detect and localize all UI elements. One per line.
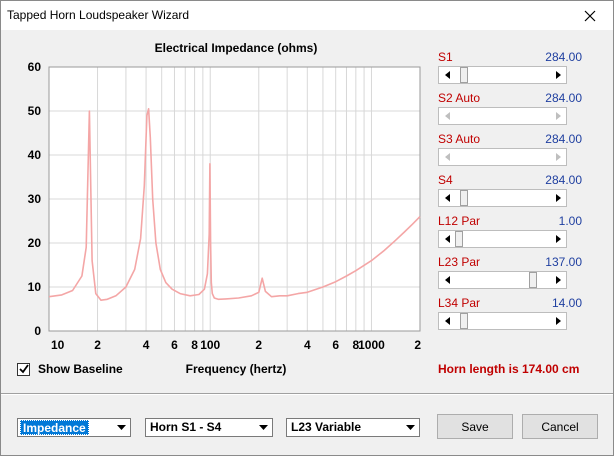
slider-name: S4	[438, 173, 453, 187]
slider-name: L23 Par	[438, 255, 481, 269]
horn-select-value: Horn S1 - S4	[150, 420, 222, 434]
slider-thumb[interactable]	[528, 272, 537, 288]
slider-header: S4 284.00	[438, 173, 582, 187]
slider-track[interactable]	[438, 271, 567, 289]
x-tick-label: 100	[200, 338, 220, 352]
slider-track[interactable]	[438, 148, 567, 166]
slider-name: S1	[438, 50, 453, 64]
impedance-curve	[48, 108, 421, 302]
chevron-left-icon[interactable]	[439, 231, 455, 247]
divider	[1, 393, 613, 395]
plot-border	[48, 66, 421, 332]
slider-track[interactable]	[438, 312, 567, 330]
show-baseline-label: Show Baseline	[38, 362, 123, 376]
y-tick-label: 20	[28, 236, 42, 250]
slider-thumb[interactable]	[460, 67, 469, 83]
x-tick-label: 1000	[358, 338, 385, 352]
slider-header: L34 Par 14.00	[438, 296, 582, 310]
horn-select[interactable]: Horn S1 - S4	[145, 418, 273, 437]
chevron-right-icon[interactable]	[550, 313, 566, 329]
y-tick-label: 10	[28, 280, 42, 294]
slider-value: 284.00	[545, 50, 582, 64]
chevron-down-icon[interactable]	[114, 420, 129, 435]
y-tick-label: 60	[28, 60, 42, 74]
chevron-right-icon[interactable]	[550, 149, 566, 165]
plot-type-select[interactable]: Impedance	[17, 418, 131, 437]
slider-thumb[interactable]	[460, 313, 469, 329]
slider-header: L12 Par 1.00	[438, 214, 582, 228]
slider-value: 284.00	[545, 173, 582, 187]
x-tick-label: 2	[255, 338, 262, 352]
y-tick-label: 50	[28, 104, 42, 118]
slider-l34: L34 Par 14.00	[422, 296, 582, 330]
x-tick-label: 4	[143, 338, 150, 352]
slider-name: S3 Auto	[438, 132, 481, 146]
chevron-left-icon[interactable]	[439, 313, 455, 329]
slider-name: L34 Par	[438, 296, 481, 310]
slider-track[interactable]	[438, 230, 567, 248]
slider-header: S3 Auto 284.00	[438, 132, 582, 146]
save-button[interactable]: Save	[437, 414, 513, 439]
slider-s2: S2 Auto 284.00	[422, 91, 582, 125]
chevron-left-icon[interactable]	[439, 67, 455, 83]
slider-track[interactable]	[438, 107, 567, 125]
slider-header: S2 Auto 284.00	[438, 91, 582, 105]
close-icon[interactable]	[567, 1, 613, 30]
chart-title: Electrical Impedance (ohms)	[154, 41, 318, 55]
slider-s4: S4 284.00	[422, 173, 582, 207]
plot-type-value: Impedance	[20, 420, 89, 435]
chevron-left-icon[interactable]	[439, 272, 455, 288]
cancel-button[interactable]: Cancel	[522, 414, 598, 439]
checkbox-box[interactable]	[17, 362, 30, 376]
x-tick-label: 4	[304, 338, 311, 352]
slider-name: S2 Auto	[438, 91, 481, 105]
slider-value: 14.00	[551, 296, 582, 310]
slider-value: 1.00	[558, 214, 582, 228]
slider-s1: S1 284.00	[422, 50, 582, 84]
slider-l12: L12 Par 1.00	[422, 214, 582, 248]
chevron-left-icon[interactable]	[439, 149, 455, 165]
title-bar: Tapped Horn Loudspeaker Wizard	[1, 1, 613, 30]
chevron-down-icon[interactable]	[256, 420, 271, 435]
x-tick-label: 2	[94, 338, 101, 352]
chevron-right-icon[interactable]	[550, 231, 566, 247]
slider-name: L12 Par	[438, 214, 481, 228]
window-title: Tapped Horn Loudspeaker Wizard	[7, 8, 190, 22]
y-tick-label: 40	[28, 148, 42, 162]
y-tick-label: 0	[34, 324, 41, 338]
slider-value: 284.00	[545, 91, 582, 105]
chevron-right-icon[interactable]	[550, 67, 566, 83]
chevron-down-icon[interactable]	[403, 420, 418, 435]
slider-value: 137.00	[545, 255, 582, 269]
slider-s3: S3 Auto 284.00	[422, 132, 582, 166]
x-tick-label: 8	[352, 338, 359, 352]
chevron-left-icon[interactable]	[439, 190, 455, 206]
x-tick-label: 6	[171, 338, 178, 352]
chevron-right-icon[interactable]	[550, 108, 566, 124]
x-axis-label: Frequency (hertz)	[185, 362, 287, 376]
slider-track[interactable]	[438, 189, 567, 207]
variable-select[interactable]: L23 Variable	[286, 418, 420, 437]
slider-value: 284.00	[545, 132, 582, 146]
slider-header: S1 284.00	[438, 50, 582, 64]
x-tick-label: 6	[332, 338, 339, 352]
slider-l23: L23 Par 137.00	[422, 255, 582, 289]
horn-length-text: Horn length is 174.00 cm	[438, 362, 580, 376]
slider-header: L23 Par 137.00	[438, 255, 582, 269]
y-tick-label: 30	[28, 192, 42, 206]
x-tick-label: 10	[51, 338, 65, 352]
chevron-right-icon[interactable]	[550, 272, 566, 288]
slider-thumb[interactable]	[460, 190, 469, 206]
x-tick-label: 8	[191, 338, 198, 352]
show-baseline-checkbox[interactable]: Show Baseline	[17, 362, 123, 376]
variable-select-value: L23 Variable	[291, 420, 362, 434]
x-tick-label: 2	[414, 338, 421, 352]
chevron-right-icon[interactable]	[550, 190, 566, 206]
chevron-left-icon[interactable]	[439, 108, 455, 124]
slider-thumb[interactable]	[455, 231, 463, 247]
slider-track[interactable]	[438, 66, 567, 84]
